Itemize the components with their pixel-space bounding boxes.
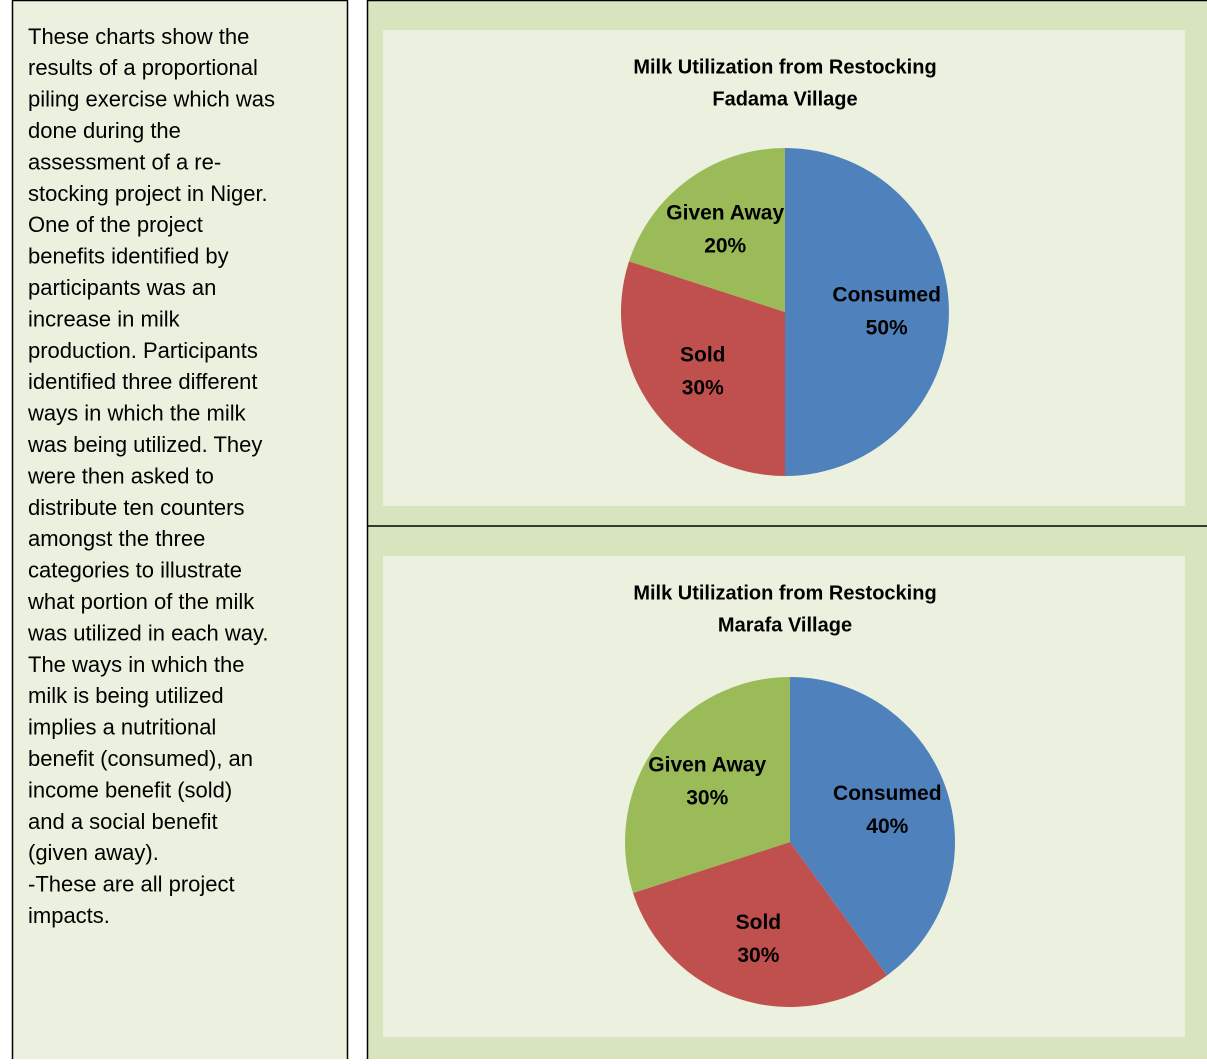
slice-value: 30%: [737, 944, 779, 967]
slice-value: 50%: [866, 317, 908, 340]
paragraph-line: distribute ten counters: [28, 495, 244, 520]
slice-label: Sold: [736, 911, 782, 934]
paragraph-line: were then asked to: [27, 463, 214, 488]
paragraph-line: participants was an: [28, 275, 216, 300]
slice-label: Consumed: [832, 284, 941, 307]
paragraph-line: ways in which the milk: [27, 401, 247, 426]
paragraph-line: done during the: [28, 118, 181, 143]
slice-label: Consumed: [833, 782, 942, 805]
chart-title: Milk Utilization from Restocking: [633, 582, 936, 604]
paragraph-line: One of the project: [28, 212, 203, 237]
slice-value: 30%: [682, 376, 724, 399]
paragraph-line: what portion of the milk: [27, 589, 255, 614]
slice-label: Given Away: [666, 201, 784, 224]
paragraph-line: piling exercise which was: [28, 87, 275, 112]
paragraph-line: amongst the three: [28, 526, 205, 551]
paragraph-line: production. Participants: [28, 338, 258, 363]
paragraph-line: -These are all project: [28, 872, 235, 897]
paragraph-line: income benefit (sold): [28, 777, 232, 802]
paragraph-line: milk is being utilized: [28, 683, 224, 708]
slice-label: Given Away: [648, 753, 766, 776]
paragraph-line: assessment of a re-: [28, 149, 221, 174]
slice-label: Sold: [680, 343, 726, 366]
chart-title: Milk Utilization from Restocking: [633, 56, 936, 78]
slice-value: 30%: [686, 786, 728, 809]
paragraph-line: The ways in which the: [28, 652, 244, 677]
paragraph-line: These charts show the: [28, 24, 249, 49]
paragraph-line: impacts.: [28, 903, 110, 928]
paragraph-line: and a social benefit: [28, 809, 218, 834]
slice-value: 40%: [866, 815, 908, 838]
paragraph-line: implies a nutritional: [28, 715, 216, 740]
paragraph-line: was being utilized. They: [27, 432, 262, 457]
paragraph-line: categories to illustrate: [28, 558, 242, 583]
paragraph-line: benefit (consumed), an: [28, 746, 253, 771]
paragraph-line: (given away).: [28, 840, 159, 865]
chart-title: Marafa Village: [718, 614, 852, 636]
paragraph-line: results of a proportional: [28, 55, 258, 80]
chart-title: Fadama Village: [712, 88, 857, 110]
paragraph-line: increase in milk: [28, 306, 181, 331]
paragraph-line: was utilized in each way.: [27, 620, 269, 645]
paragraph-line: stocking project in Niger.: [28, 181, 268, 206]
slice-value: 20%: [704, 234, 746, 257]
paragraph-line: benefits identified by: [28, 244, 229, 269]
paragraph-line: identified three different: [28, 369, 258, 394]
